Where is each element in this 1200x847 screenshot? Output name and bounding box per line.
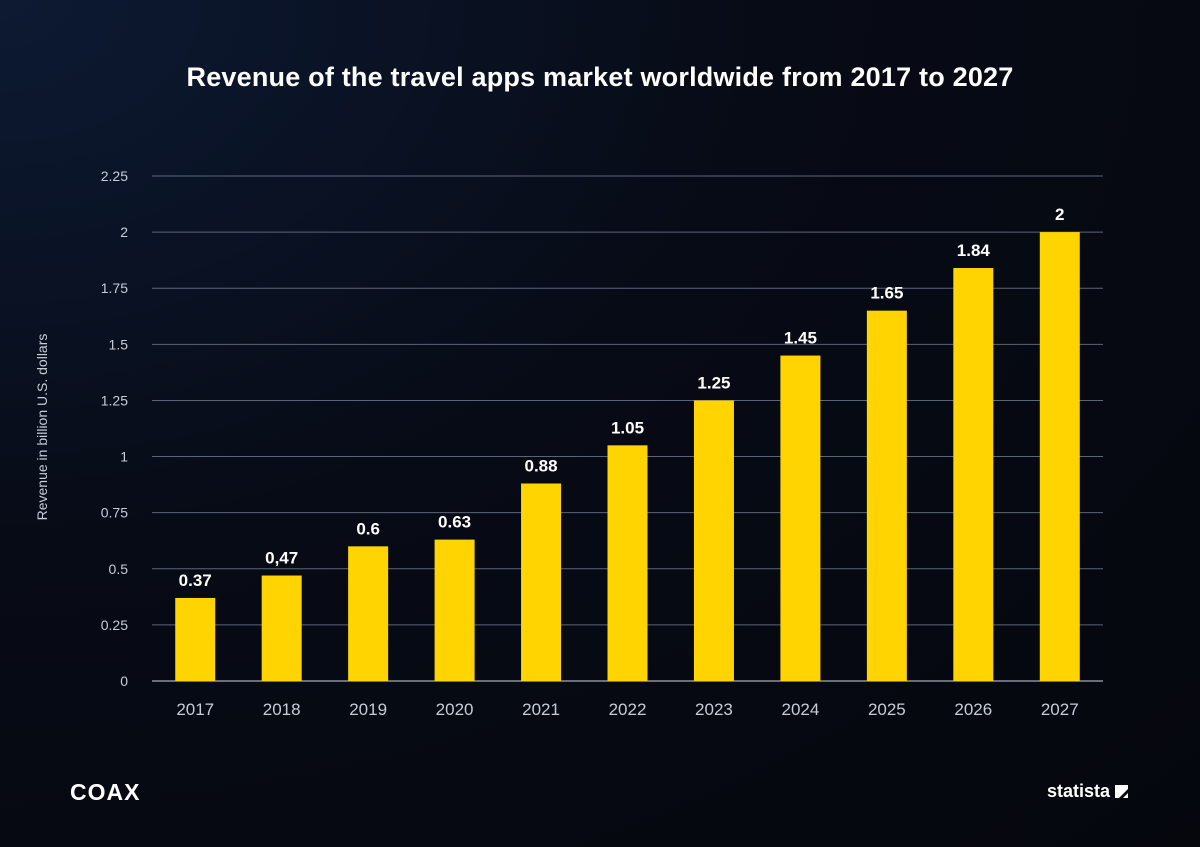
data-label-2025: 1.65 xyxy=(870,284,903,303)
data-label-2027: 2 xyxy=(1055,205,1064,224)
x-tick-label: 2022 xyxy=(609,700,647,719)
x-tick-label: 2023 xyxy=(695,700,733,719)
data-label-2022: 1.05 xyxy=(611,418,644,437)
statista-logo-text: statista xyxy=(1047,781,1111,801)
x-tick-label: 2018 xyxy=(263,700,301,719)
statista-mark-icon xyxy=(1115,785,1129,798)
data-label-2018: 0,47 xyxy=(265,549,298,568)
x-tick-label: 2025 xyxy=(868,700,906,719)
data-labels: 0.37 0,47 0.6 0.63 0.88 1.05 1.25 1.45 1.65 1.84 2 xyxy=(179,205,1065,590)
chart-title: Revenue of the travel apps market worldw… xyxy=(186,62,1014,92)
x-tick-label: 2017 xyxy=(176,700,214,719)
data-label-2019: 0.6 xyxy=(356,519,380,538)
y-tick-label: 2.25 xyxy=(101,168,128,184)
data-label-2026: 1.84 xyxy=(957,241,991,260)
bar-2021 xyxy=(521,483,562,681)
bars xyxy=(175,232,1080,681)
y-tick-label: 0.75 xyxy=(101,505,128,521)
data-label-2023: 1.25 xyxy=(697,373,730,392)
y-tick-label: 0 xyxy=(120,673,128,689)
coax-logo: COAX xyxy=(70,779,141,805)
x-tick-label: 2020 xyxy=(436,700,474,719)
x-tick-label: 2019 xyxy=(349,700,387,719)
bar-2024 xyxy=(780,355,821,681)
bar-2026 xyxy=(953,268,994,681)
x-tick-label: 2021 xyxy=(522,700,560,719)
x-tick-label: 2026 xyxy=(954,700,992,719)
data-label-2017: 0.37 xyxy=(179,571,212,590)
y-tick-label: 1.25 xyxy=(101,392,128,408)
bar-2017 xyxy=(175,597,216,681)
bar-2027 xyxy=(1039,232,1080,681)
y-tick-label: 0.25 xyxy=(101,617,128,633)
bar-2018 xyxy=(261,575,302,681)
data-label-2020: 0.63 xyxy=(438,513,471,532)
y-tick-label: 1 xyxy=(120,449,128,465)
data-label-2024: 1.45 xyxy=(784,329,817,348)
y-tick-label: 1.5 xyxy=(109,336,129,352)
bar-2023 xyxy=(693,400,734,681)
statista-logo: statista xyxy=(1047,781,1130,802)
y-axis-ticks: 0 0.25 0.5 0.75 1 1.25 1.5 1.75 2 2.25 xyxy=(101,168,128,689)
y-tick-label: 1.75 xyxy=(101,280,128,296)
x-axis-ticks: 2017 2018 2019 2020 2021 2022 2023 2024 2025 2026… xyxy=(176,700,1078,719)
x-tick-label: 2024 xyxy=(781,700,819,719)
bar-2025 xyxy=(866,310,907,681)
x-tick-label: 2027 xyxy=(1041,700,1079,719)
bar-2022 xyxy=(607,445,648,681)
data-label-2021: 0.88 xyxy=(524,456,557,475)
bar-2020 xyxy=(434,539,475,681)
bar-2019 xyxy=(348,546,389,681)
y-tick-label: 0.5 xyxy=(109,561,129,577)
y-tick-label: 2 xyxy=(120,224,128,240)
